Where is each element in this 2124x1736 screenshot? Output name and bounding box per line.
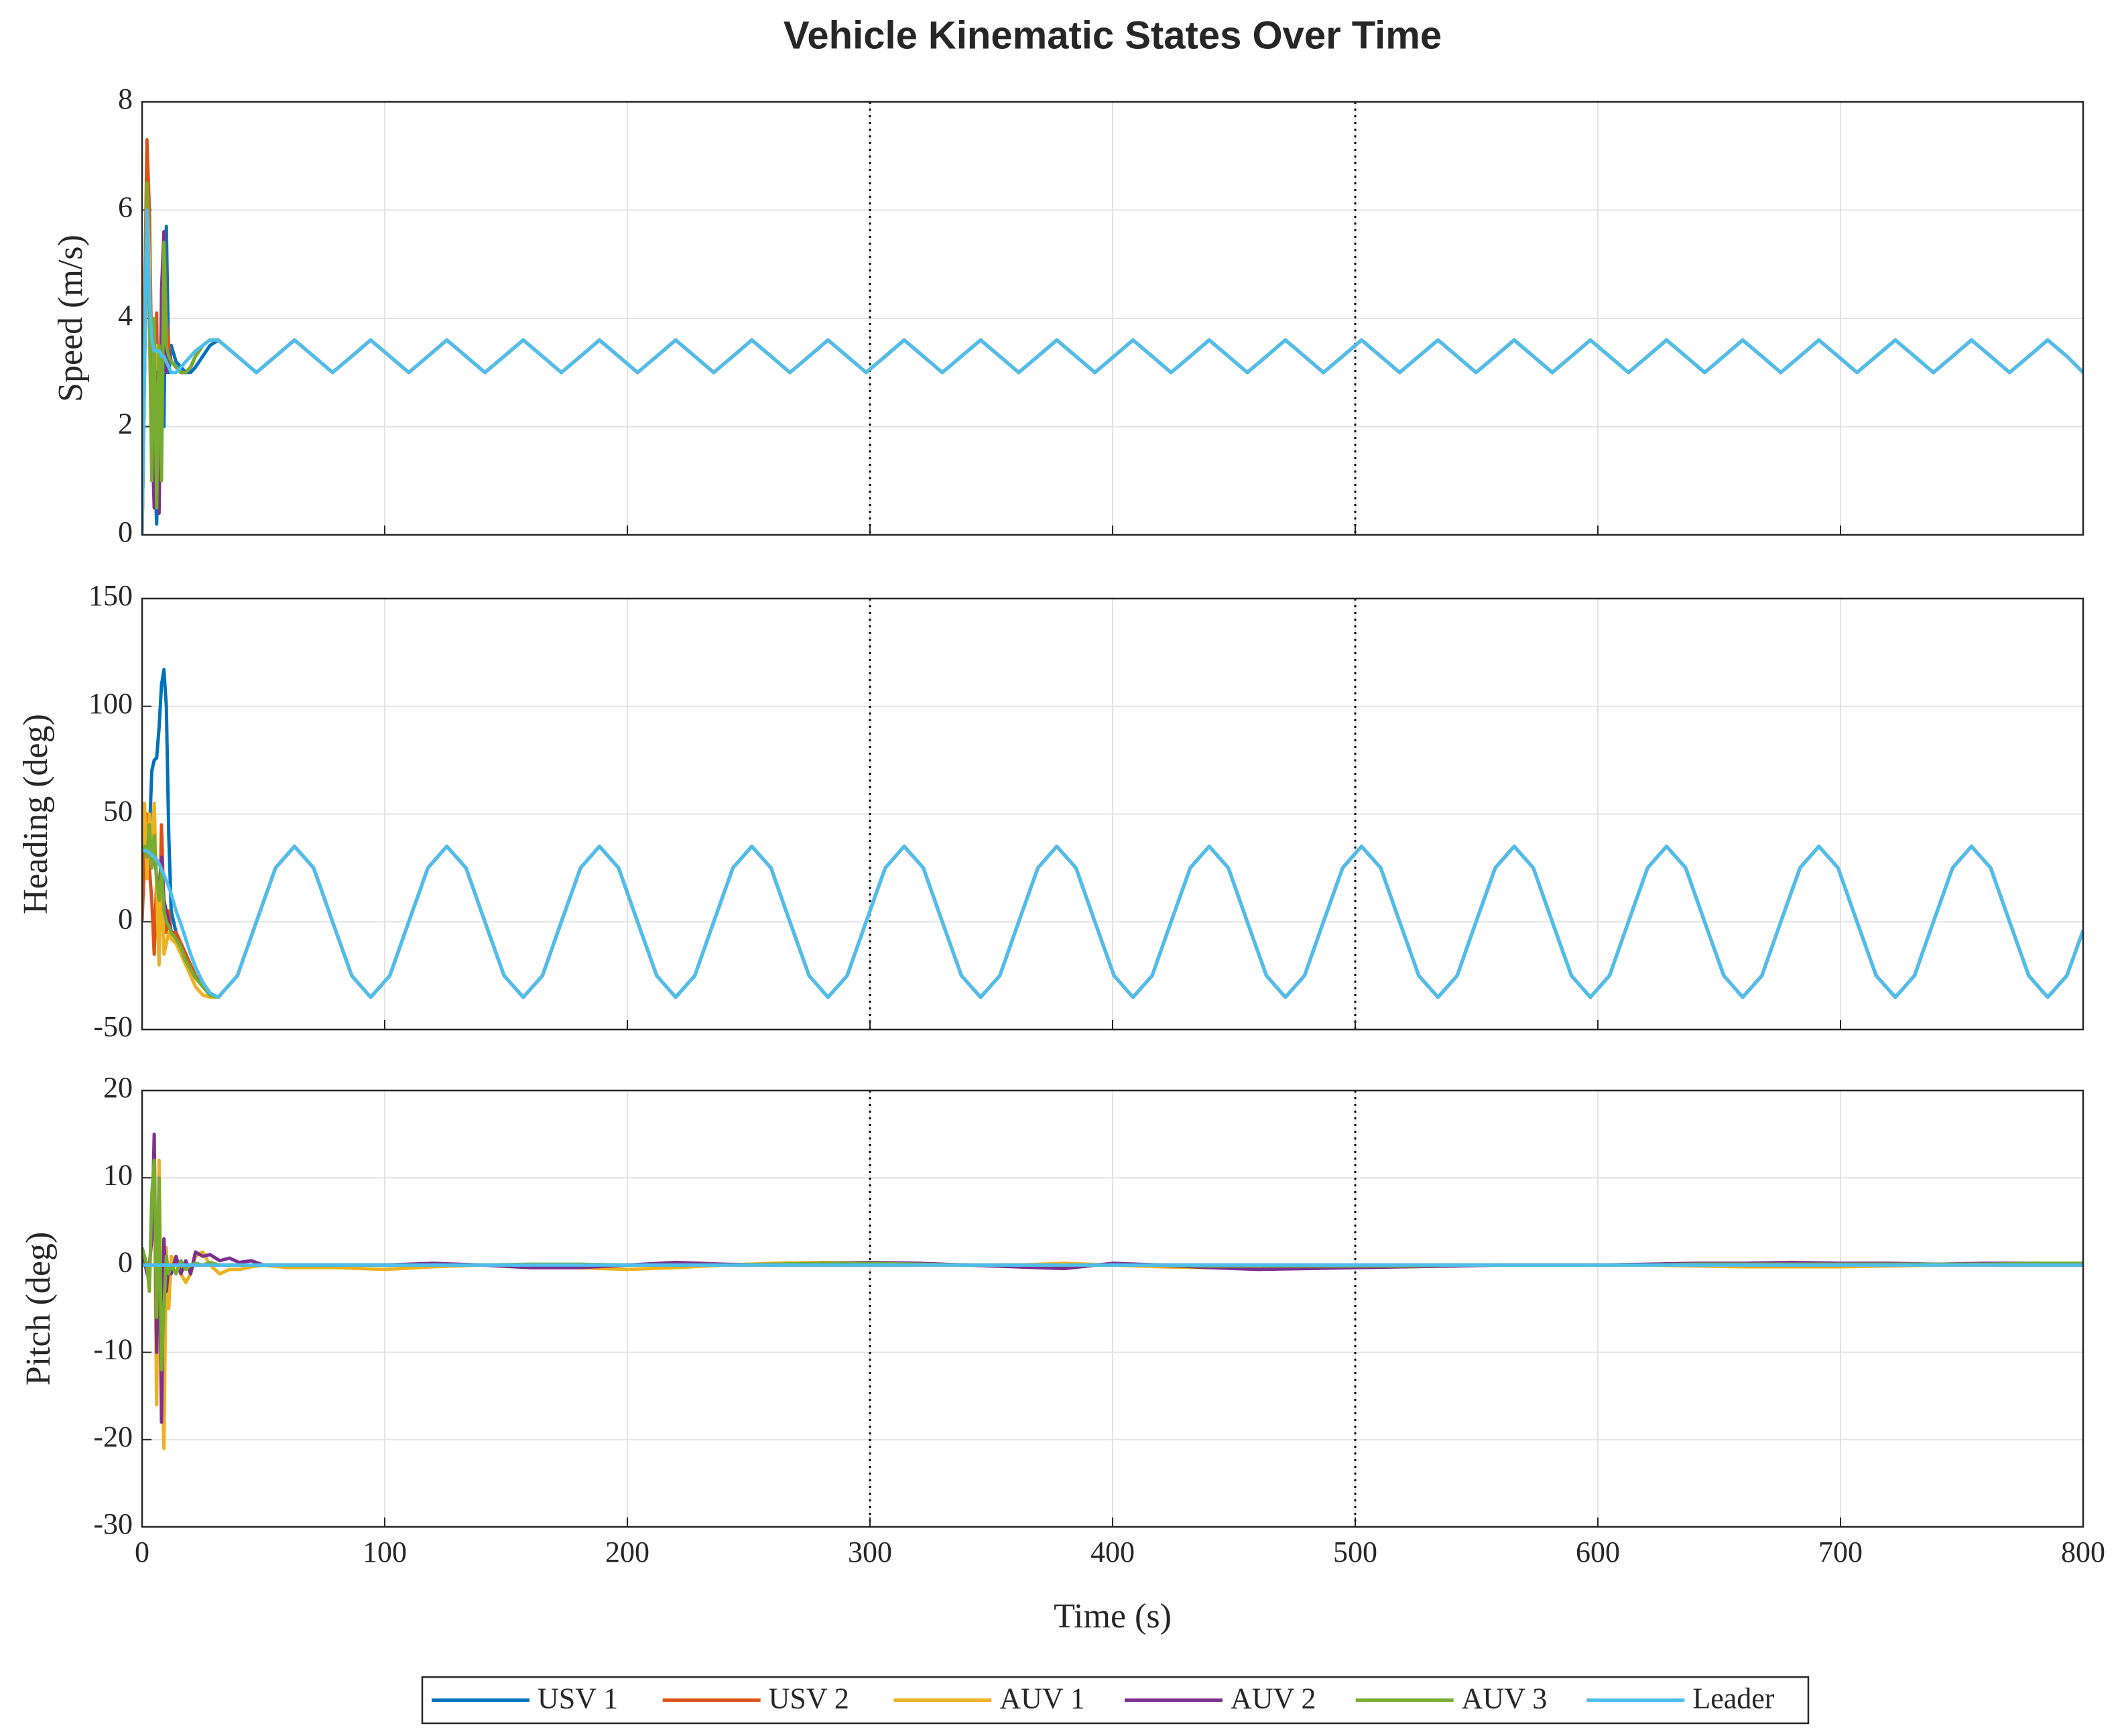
y-tick-label: 4	[118, 299, 133, 332]
y-tick-label: 0	[118, 1245, 133, 1278]
series-line	[142, 845, 2083, 999]
plot-area	[142, 1132, 2083, 1450]
y-tick-label: 8	[118, 82, 133, 115]
y-tick-label: 0	[118, 902, 133, 935]
y-tick-label: 10	[103, 1158, 133, 1191]
legend-label: USV 2	[769, 1682, 849, 1715]
y-tick-label: 150	[88, 579, 133, 612]
y-tick-label: -20	[93, 1420, 133, 1453]
series-line	[142, 208, 2083, 535]
y-tick-label: -10	[93, 1333, 133, 1366]
x-tick-label: 800	[2061, 1536, 2105, 1568]
legend-label: AUV 1	[999, 1682, 1085, 1715]
y-axis-label: Speed (m/s)	[52, 235, 90, 402]
x-tick-label: 100	[363, 1536, 407, 1568]
x-tick-label: 400	[1090, 1536, 1135, 1568]
x-tick-label: 200	[605, 1536, 649, 1568]
y-tick-label: 20	[103, 1071, 133, 1104]
legend-box	[421, 1676, 1810, 1725]
legend-label: AUV 2	[1231, 1682, 1316, 1715]
x-tick-label: 0	[135, 1536, 149, 1568]
axes-box	[141, 597, 2084, 1031]
y-tick-label: 2	[118, 408, 133, 440]
plot-area	[142, 668, 2083, 999]
x-axis-label: Time (s)	[1054, 1597, 1172, 1635]
y-tick-label: -30	[93, 1507, 133, 1540]
x-tick-label: 300	[848, 1536, 892, 1568]
x-tick-label: 600	[1576, 1536, 1620, 1568]
legend-label: AUV 3	[1462, 1682, 1548, 1715]
y-tick-label: 0	[118, 515, 133, 548]
axes-box	[141, 101, 2084, 536]
y-tick-label: 6	[118, 191, 133, 224]
y-axis-label: Heading (deg)	[17, 714, 55, 914]
axes-box	[141, 1089, 2084, 1528]
y-tick-label: -50	[93, 1010, 133, 1043]
x-tick-label: 500	[1333, 1536, 1377, 1568]
x-tick-label: 700	[1818, 1536, 1863, 1568]
y-tick-label: 50	[103, 795, 133, 828]
y-axis-label: Pitch (deg)	[19, 1232, 58, 1386]
legend-label: Leader	[1692, 1682, 1774, 1715]
plot-area	[142, 138, 2083, 535]
y-tick-label: 100	[88, 687, 133, 720]
chart-title: Vehicle Kinematic States Over Time	[784, 13, 1442, 57]
legend-label: USV 1	[538, 1682, 618, 1715]
